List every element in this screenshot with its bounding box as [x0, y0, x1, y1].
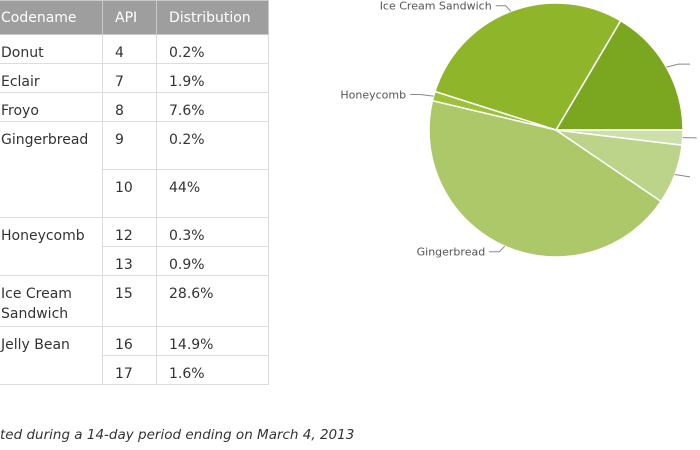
distribution-cell: 7.6% [156, 92, 269, 122]
api-cell: 12 [102, 217, 157, 247]
pie-label-2: Honeycomb [340, 89, 406, 102]
api-cell: 9 [102, 121, 157, 170]
codename-cell: Honeycomb [0, 217, 103, 276]
distribution-cell: 44% [156, 169, 269, 218]
footnote: ted during a 14-day period ending on Mar… [0, 427, 355, 443]
leader-line-1 [495, 5, 512, 12]
distribution-cell: 0.3% [156, 217, 269, 247]
pie-label-1: Ice Cream Sandwich [380, 0, 492, 13]
api-cell: 4 [102, 34, 157, 64]
leader-line-2 [410, 94, 434, 97]
api-cell: 10 [102, 169, 157, 218]
codename-cell: Ice Cream Sandwich [0, 275, 103, 327]
table-row: 13 0.9% [0, 246, 269, 276]
table-row: 10 44% [0, 169, 269, 218]
header-codename: Codename [0, 0, 103, 35]
distribution-cell: 1.9% [156, 63, 269, 93]
pie-slice-5 [555, 129, 684, 146]
codename-cell: Gingerbread [0, 121, 103, 218]
distribution-table: Codename API Distribution Donut 4 0.2% E… [0, 0, 269, 385]
codename-cell: Donut [0, 34, 103, 64]
leader-line-3 [489, 245, 506, 253]
table-row: 17 1.6% [0, 355, 269, 385]
pie-slice-1 [434, 2, 622, 131]
api-cell: 16 [102, 326, 157, 356]
distribution-cell: 0.2% [156, 121, 269, 170]
distribution-cell: 0.9% [156, 246, 269, 276]
header-distribution: Distribution [156, 0, 269, 35]
api-cell: 17 [102, 355, 157, 385]
api-cell: 8 [102, 92, 157, 122]
pie-slice-3 [428, 99, 663, 258]
table-row: Gingerbread 9 0.2% [0, 121, 269, 218]
table-row: Eclair 7 1.9% [0, 63, 269, 93]
table-row: Honeycomb 12 0.3% [0, 217, 269, 276]
table-row: Jelly Bean 16 14.9% [0, 326, 269, 385]
codename-cell: Jelly Bean [0, 326, 103, 385]
pie-slice-0 [554, 19, 684, 131]
codename-cell: Eclair [0, 63, 103, 93]
leader-line-0 [666, 63, 690, 68]
leader-line-4 [674, 174, 690, 178]
distribution-cell: 1.6% [156, 355, 269, 385]
pie-label-3: Gingerbread [417, 246, 486, 259]
